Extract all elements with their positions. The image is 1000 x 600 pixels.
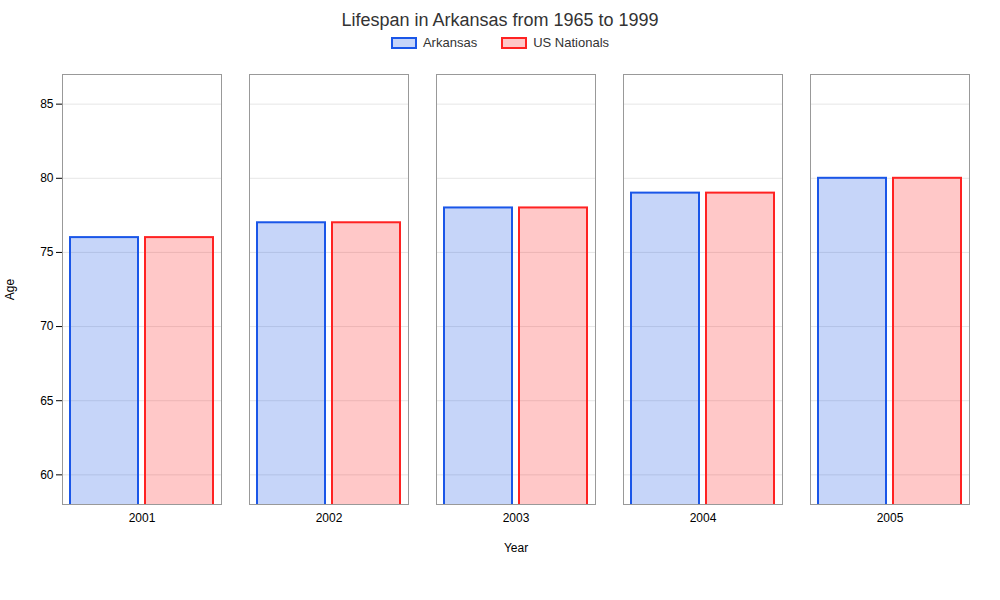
svg-text:85: 85 [40, 97, 54, 111]
svg-text:Age: Age [3, 279, 17, 301]
svg-text:65: 65 [40, 394, 54, 408]
svg-text:2004: 2004 [690, 511, 717, 525]
svg-text:Year: Year [504, 541, 528, 555]
svg-text:2002: 2002 [316, 511, 343, 525]
html-text:Arkansas: Arkansas [423, 35, 478, 50]
svg-text:60: 60 [40, 468, 54, 482]
svg-text:75: 75 [40, 245, 54, 259]
svg-text:2005: 2005 [877, 511, 904, 525]
svg-text:80: 80 [40, 171, 54, 185]
html-text:Lifespan in Arkansas from 1965: Lifespan in Arkansas from 1965 to 1999 [341, 10, 659, 30]
svg-text:2001: 2001 [129, 511, 156, 525]
html-text:US Nationals: US Nationals [533, 35, 609, 50]
svg-text:2003: 2003 [503, 511, 530, 525]
svg-text:70: 70 [40, 319, 54, 333]
